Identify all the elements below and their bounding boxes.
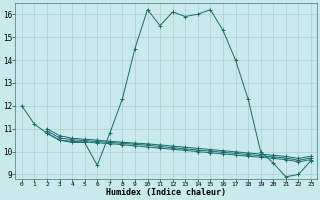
X-axis label: Humidex (Indice chaleur): Humidex (Indice chaleur) xyxy=(106,188,226,197)
